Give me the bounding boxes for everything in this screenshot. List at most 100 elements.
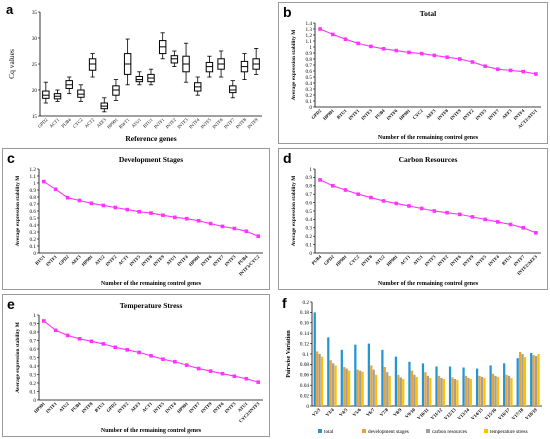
data-point-16: [508, 68, 513, 73]
y-tick-label: 0.4: [306, 81, 313, 87]
x-tick-label: INTF1: [45, 254, 58, 267]
data-point-1: [41, 179, 46, 184]
box-iqr: [88, 58, 97, 71]
data-point-4: [356, 41, 360, 46]
legend-label-carbon: carbon resources: [432, 429, 467, 435]
x-axis-title: Number of the remaining control genes: [101, 281, 202, 287]
y-tick-label: 0.8: [306, 184, 313, 190]
data-point-5: [89, 339, 94, 344]
x-tick-label: V15/16: [484, 407, 498, 421]
bar-carbon-5: [372, 369, 375, 406]
x-tick-label: INTF8: [140, 254, 153, 267]
box-BTU1: [147, 68, 155, 86]
data-point-17: [232, 374, 237, 378]
data-point-9: [419, 51, 424, 56]
y-tick-label: 15: [32, 114, 38, 120]
bar-carbon-6: [386, 372, 389, 406]
x-tick-label: V9/10: [405, 407, 417, 419]
y-tick-label: 1: [309, 167, 312, 173]
bar-carbon-14: [494, 375, 497, 406]
data-point-13: [184, 363, 189, 367]
bar-temperature-9: [429, 377, 432, 406]
y-tick-label: 0.4: [30, 364, 37, 370]
x-tick-label: INTF3: [360, 108, 373, 121]
y-tick-label: 0.9: [30, 321, 37, 327]
bar-temperature-8: [415, 376, 418, 406]
bar-total-7: [394, 356, 398, 406]
bar-total-5: [367, 343, 370, 406]
y-tick-label: 0.1: [30, 244, 37, 250]
data-point-15: [496, 220, 500, 224]
panel-d-carbon-chart: 0 0.1 0.2 0.3 0.4 0.5 0.6 0.7 0.8 0.9 1 d Carbon Res…: [278, 148, 548, 290]
x-tick-label: INTF3: [424, 254, 437, 267]
y-tick-label: 0.3: [306, 87, 313, 93]
data-point-10: [432, 209, 437, 213]
y-tick-label: 0.08: [300, 362, 309, 368]
data-point-4: [77, 337, 82, 341]
box-iqr: [170, 55, 179, 64]
x-tick-label: AEF3: [425, 108, 437, 120]
bar-temperature-14: [496, 376, 500, 406]
x-tick-label: INTF3: [224, 401, 237, 414]
series-line: [43, 181, 259, 237]
pairwise-bar-chart: 0 0.02 0.04 0.06 0.08 0.1 0.12 0.14 0.16 0.18 0.2 f…: [282, 295, 542, 435]
x-tick-label: AEF3: [501, 108, 513, 120]
panel-label-e: e: [7, 296, 15, 312]
y-tick-label: 0.3: [306, 226, 313, 232]
panel-label-a: a: [6, 2, 14, 17]
x-tick-label: INTF5: [128, 254, 141, 267]
data-point-16: [220, 224, 225, 229]
y-tick-label: 0.04: [300, 383, 309, 389]
data-point-7: [394, 48, 399, 53]
y-tick-label: 0.8: [306, 57, 313, 63]
y-axis-title: Average expression stability M: [291, 30, 297, 101]
data-point-7: [394, 201, 399, 206]
box-INTF6: [217, 50, 225, 78]
bar-carbon-2: [332, 363, 335, 406]
box-BWT1: [123, 38, 132, 86]
x-tick-label: INTF9: [462, 254, 475, 267]
x-axis-title: Number of the remaining control genes: [101, 428, 202, 434]
x-tick-label: V12/13: [444, 407, 458, 421]
y-axis-title: Average expression stability M: [15, 176, 21, 247]
y-tick-label: 0.12: [300, 341, 309, 347]
x-tick-label: GPD2: [310, 108, 323, 121]
y-tick-label: 0.06: [300, 373, 309, 379]
x-tick-label: HP901: [188, 254, 201, 267]
bar-temperature-6: [388, 375, 391, 406]
bar-temperature-13: [483, 377, 486, 406]
data-point-12: [173, 215, 177, 220]
x-tick-label: V17/18: [511, 407, 525, 421]
total-line-chart: 00.10.20.30.40.50.60.70.80.911.11.21.31.…: [283, 4, 541, 141]
data-point-3: [65, 195, 70, 200]
legend-swatch-total: [318, 429, 322, 433]
x-tick-label: INTF7: [188, 401, 201, 414]
bar-development-9: [424, 372, 427, 406]
y-tick-label: 0.1: [30, 389, 37, 395]
bar-temperature-4: [361, 371, 364, 406]
data-point-8: [407, 50, 411, 55]
bar-carbon-9: [426, 375, 429, 406]
box-ACT2: [88, 53, 97, 78]
data-point-14: [196, 366, 201, 371]
box-iqr: [135, 75, 144, 83]
x-tick-label: ATU1: [412, 254, 424, 266]
y-tick-label: 35: [32, 10, 38, 16]
x-tick-label: INTF3: [176, 117, 189, 130]
x-tick-label: CYC2: [412, 108, 425, 121]
bar-temperature-17: [537, 354, 540, 406]
y-tick-label: 0.7: [306, 192, 313, 198]
x-tick-label: GPD2: [37, 117, 49, 129]
bar-total-6: [381, 349, 384, 406]
bar-temperature-5: [375, 374, 378, 406]
box-INTF4: [194, 76, 202, 96]
y-axis-title: Pairwise Variation: [286, 330, 292, 378]
x-tick-label: ATU2: [374, 254, 386, 266]
box-INTF7: [229, 80, 237, 99]
x-tick-label: AEF3: [96, 117, 108, 129]
box-iqr: [112, 85, 120, 96]
box-iqr: [42, 90, 50, 99]
bar-total-13: [475, 368, 479, 406]
data-point-5: [369, 195, 373, 200]
data-point-3: [343, 188, 348, 192]
